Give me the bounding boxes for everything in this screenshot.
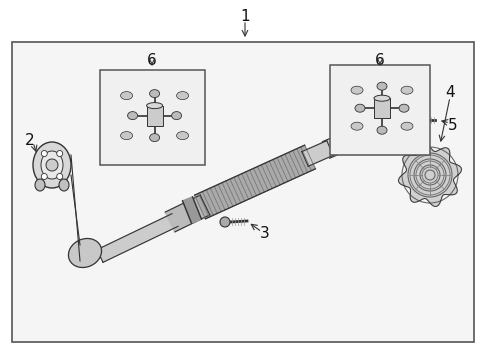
Text: 2: 2 (25, 132, 35, 148)
Polygon shape (195, 145, 316, 219)
Ellipse shape (127, 112, 138, 120)
Ellipse shape (399, 104, 409, 112)
Circle shape (220, 217, 230, 227)
Ellipse shape (401, 86, 413, 94)
Ellipse shape (149, 134, 160, 141)
Bar (330, 65, 430, 155)
Text: 5: 5 (448, 117, 458, 132)
Ellipse shape (69, 238, 101, 267)
Text: 4: 4 (445, 85, 455, 99)
Ellipse shape (33, 142, 71, 188)
Text: 6: 6 (147, 53, 157, 68)
Ellipse shape (401, 122, 413, 130)
Text: 6: 6 (375, 53, 385, 68)
Polygon shape (183, 197, 201, 223)
Ellipse shape (121, 91, 133, 100)
Ellipse shape (149, 90, 160, 98)
Text: 1: 1 (240, 9, 250, 23)
Ellipse shape (377, 126, 387, 134)
Ellipse shape (355, 104, 365, 112)
Polygon shape (165, 195, 210, 232)
Bar (147, 105, 163, 126)
Polygon shape (398, 144, 462, 206)
Circle shape (57, 174, 63, 180)
Ellipse shape (176, 132, 189, 140)
Bar (100, 70, 205, 165)
Bar (12, 42, 474, 342)
Circle shape (354, 125, 362, 133)
Polygon shape (302, 141, 333, 166)
Ellipse shape (121, 132, 133, 140)
Circle shape (410, 115, 420, 125)
Circle shape (57, 150, 63, 157)
Ellipse shape (172, 112, 182, 120)
Ellipse shape (351, 86, 363, 94)
Polygon shape (97, 214, 178, 262)
Circle shape (41, 150, 48, 157)
Ellipse shape (41, 151, 63, 179)
Polygon shape (322, 128, 362, 158)
Ellipse shape (147, 103, 163, 109)
Ellipse shape (176, 91, 189, 100)
Ellipse shape (351, 122, 363, 130)
Ellipse shape (35, 179, 45, 191)
Ellipse shape (59, 179, 69, 191)
Ellipse shape (374, 95, 390, 101)
Circle shape (362, 143, 370, 151)
Bar (374, 98, 390, 118)
Circle shape (41, 174, 48, 180)
Text: 3: 3 (260, 226, 270, 242)
Ellipse shape (377, 82, 387, 90)
Circle shape (46, 159, 58, 171)
